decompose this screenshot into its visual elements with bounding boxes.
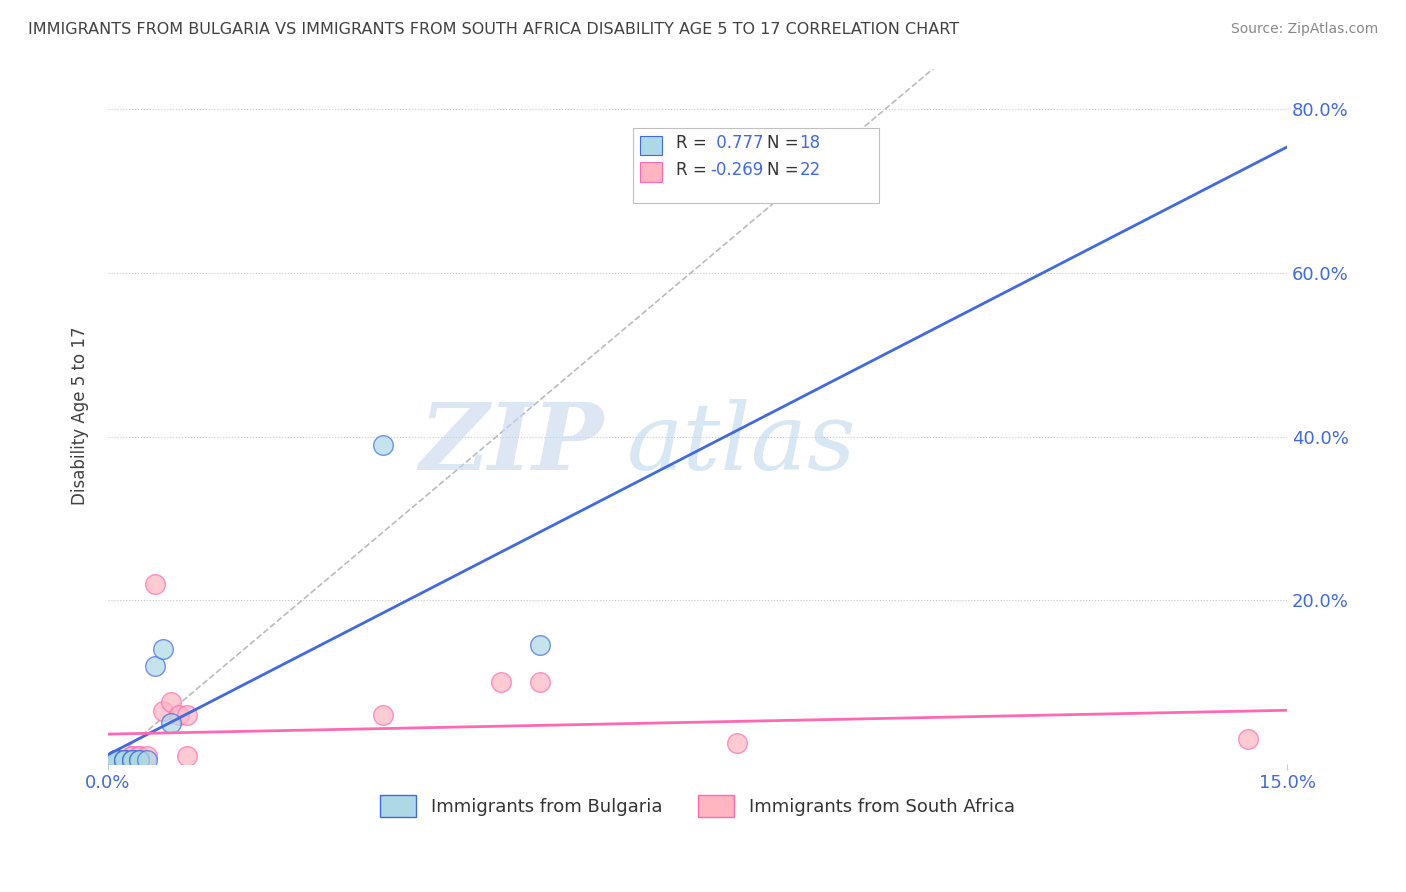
Point xyxy=(167,707,190,722)
Point xyxy=(104,753,127,767)
Point xyxy=(371,707,394,722)
Point xyxy=(104,753,127,767)
Point xyxy=(143,658,166,673)
Point xyxy=(112,753,135,767)
Text: IMMIGRANTS FROM BULGARIA VS IMMIGRANTS FROM SOUTH AFRICA DISABILITY AGE 5 TO 17 : IMMIGRANTS FROM BULGARIA VS IMMIGRANTS F… xyxy=(28,22,959,37)
Point xyxy=(160,715,183,730)
Point xyxy=(152,704,174,718)
Point xyxy=(104,753,127,767)
Point xyxy=(121,748,143,763)
Point xyxy=(136,753,159,767)
Text: R =: R = xyxy=(676,161,706,178)
Text: atlas: atlas xyxy=(627,399,856,489)
Point xyxy=(121,753,143,767)
Point xyxy=(529,675,551,690)
Point xyxy=(104,753,127,767)
Point xyxy=(176,707,198,722)
Point xyxy=(121,753,143,767)
Point xyxy=(112,753,135,767)
Text: N =: N = xyxy=(768,161,799,178)
Point xyxy=(489,675,512,690)
Point xyxy=(104,753,127,767)
Point xyxy=(176,748,198,763)
Point xyxy=(725,736,748,750)
Point xyxy=(112,753,135,767)
Point xyxy=(112,753,135,767)
Point xyxy=(529,638,551,652)
Text: R =: R = xyxy=(676,134,706,152)
Point xyxy=(128,748,150,763)
Point xyxy=(104,753,127,767)
Point xyxy=(160,696,183,710)
Text: ZIP: ZIP xyxy=(419,399,603,489)
Text: 18: 18 xyxy=(799,134,821,152)
Point xyxy=(112,753,135,767)
Text: 22: 22 xyxy=(799,161,821,178)
Point xyxy=(143,577,166,591)
Point xyxy=(121,753,143,767)
Text: N =: N = xyxy=(768,134,799,152)
Point xyxy=(104,753,127,767)
Text: -0.269: -0.269 xyxy=(711,161,763,178)
Text: Source: ZipAtlas.com: Source: ZipAtlas.com xyxy=(1230,22,1378,37)
Point xyxy=(128,753,150,767)
Point xyxy=(152,642,174,657)
Point xyxy=(136,748,159,763)
Legend: Immigrants from Bulgaria, Immigrants from South Africa: Immigrants from Bulgaria, Immigrants fro… xyxy=(373,788,1022,824)
Y-axis label: Disability Age 5 to 17: Disability Age 5 to 17 xyxy=(72,327,89,506)
Point xyxy=(1236,732,1258,747)
Point xyxy=(121,748,143,763)
Point xyxy=(128,753,150,767)
Point xyxy=(371,438,394,452)
Point xyxy=(128,748,150,763)
Point xyxy=(104,753,127,767)
Text: 0.777: 0.777 xyxy=(711,134,763,152)
